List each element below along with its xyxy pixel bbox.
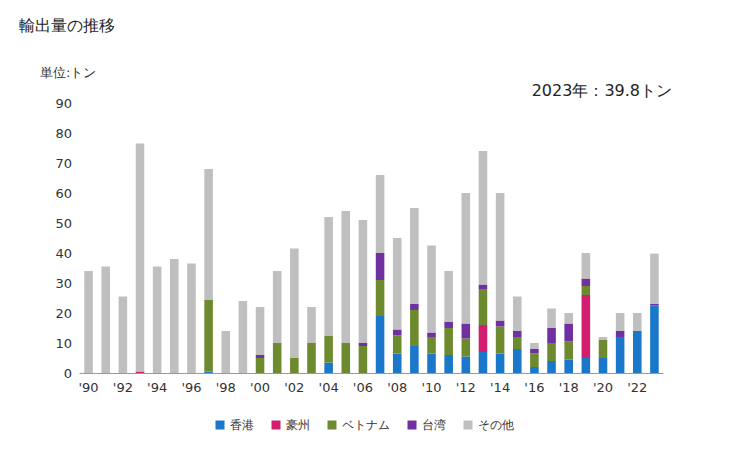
svg-text:'04: '04 [319, 380, 339, 395]
svg-text:'92: '92 [113, 380, 133, 395]
svg-text:'20: '20 [593, 380, 613, 395]
svg-text:80: 80 [55, 126, 72, 141]
svg-text:50: 50 [55, 216, 72, 231]
svg-text:'06: '06 [353, 380, 373, 395]
svg-text:'12: '12 [456, 380, 476, 395]
svg-text:0: 0 [64, 366, 72, 381]
svg-text:'10: '10 [421, 380, 441, 395]
svg-text:'08: '08 [387, 380, 407, 395]
svg-text:'98: '98 [216, 380, 236, 395]
svg-text:30: 30 [55, 276, 72, 291]
svg-text:'02: '02 [284, 380, 304, 395]
svg-text:40: 40 [55, 246, 72, 261]
svg-text:ベトナム: ベトナム [342, 418, 390, 432]
svg-text:台湾: 台湾 [422, 418, 446, 432]
svg-text:60: 60 [55, 186, 72, 201]
svg-text:'94: '94 [147, 380, 167, 395]
svg-text:'16: '16 [524, 380, 544, 395]
svg-text:'96: '96 [181, 380, 201, 395]
svg-text:'18: '18 [559, 380, 579, 395]
svg-text:香港: 香港 [230, 418, 254, 432]
svg-text:'00: '00 [250, 380, 270, 395]
svg-text:豪州: 豪州 [286, 418, 310, 432]
svg-text:10: 10 [55, 336, 72, 351]
svg-text:2023年：39.8トン: 2023年：39.8トン [532, 81, 672, 100]
svg-text:'14: '14 [490, 380, 510, 395]
svg-text:'22: '22 [627, 380, 647, 395]
svg-text:90: 90 [55, 96, 72, 111]
svg-text:70: 70 [55, 156, 72, 171]
svg-text:'90: '90 [79, 380, 99, 395]
svg-text:輸出量の推移: 輸出量の推移 [19, 16, 115, 35]
svg-text:その他: その他 [478, 418, 514, 432]
svg-text:単位:トン: 単位:トン [40, 65, 96, 80]
svg-text:20: 20 [55, 306, 72, 321]
